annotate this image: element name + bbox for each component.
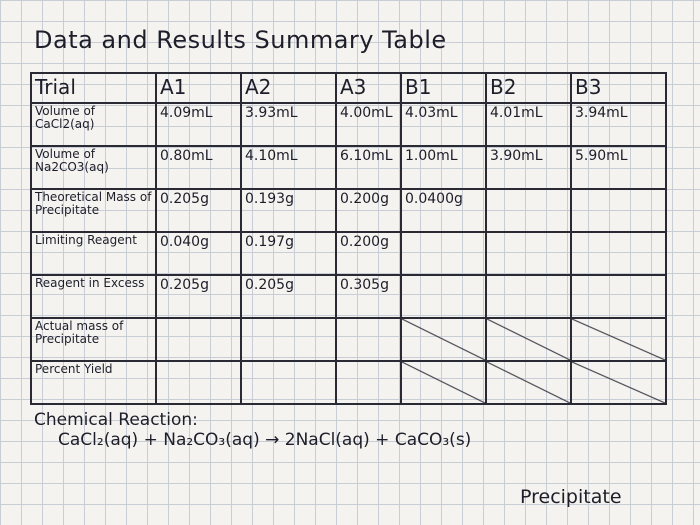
- empty-cell: [485, 360, 572, 405]
- row-label: Volume of CaCl2(aq): [30, 102, 157, 147]
- empty-cell: [570, 317, 667, 362]
- cell: 4.00mL: [335, 102, 402, 147]
- cell: 0.205g: [240, 274, 337, 319]
- header-cell: Trial: [30, 72, 157, 104]
- cell: 4.10mL: [240, 145, 337, 190]
- empty-cell: [155, 360, 242, 405]
- row-label: Volume of Na2CO3(aq): [30, 145, 157, 190]
- cell: 3.94mL: [570, 102, 667, 147]
- cell: 0.205g: [155, 274, 242, 319]
- cell: 0.80mL: [155, 145, 242, 190]
- cell: 0.200g: [335, 231, 402, 276]
- empty-cell: [400, 317, 487, 362]
- empty-cell: [400, 274, 487, 319]
- empty-cell: [485, 317, 572, 362]
- cell: 4.03mL: [400, 102, 487, 147]
- table-body: Volume of CaCl2(aq) 4.09mL 3.93mL 4.00mL 4.0…: [30, 102, 667, 405]
- empty-cell: [400, 231, 487, 276]
- empty-cell: [400, 360, 487, 405]
- precipitate-note: Precipitate: [520, 486, 622, 508]
- header-cell: A1: [155, 72, 242, 104]
- empty-cell: [570, 188, 667, 233]
- header-row: Trial A1 A2 A3 B1 B2 B3: [30, 72, 667, 104]
- table-row: Volume of CaCl2(aq) 4.09mL 3.93mL 4.00mL 4.0…: [30, 102, 667, 147]
- title: Data and Results Summary Table: [34, 26, 447, 54]
- cell: 0.305g: [335, 274, 402, 319]
- cell: 6.10mL: [335, 145, 402, 190]
- table-row: Theoretical Mass of Precipitate 0.205g 0.1…: [30, 188, 667, 233]
- row-label: Limiting Reagent: [30, 231, 157, 276]
- empty-cell: [485, 231, 572, 276]
- results-table: Trial A1 A2 A3 B1 B2 B3 Volume of CaCl2(aq) 4.0…: [30, 72, 667, 405]
- cell: 3.90mL: [485, 145, 572, 190]
- row-label: Actual mass of Precipitate: [30, 317, 157, 362]
- empty-cell: [485, 188, 572, 233]
- cell: 0.200g: [335, 188, 402, 233]
- cell: 0.205g: [155, 188, 242, 233]
- header-cell: B2: [485, 72, 572, 104]
- empty-cell: [155, 317, 242, 362]
- cell: 4.09mL: [155, 102, 242, 147]
- header-cell: B3: [570, 72, 667, 104]
- table-row: Percent Yield: [30, 360, 667, 405]
- row-label: Percent Yield: [30, 360, 157, 405]
- header-cell: B1: [400, 72, 487, 104]
- empty-cell: [570, 274, 667, 319]
- cell: 0.040g: [155, 231, 242, 276]
- cell: 3.93mL: [240, 102, 337, 147]
- empty-cell: [335, 317, 402, 362]
- row-label: Theoretical Mass of Precipitate: [30, 188, 157, 233]
- cell: 5.90mL: [570, 145, 667, 190]
- reaction-equation: CaCl₂(aq) + Na₂CO₃(aq) → 2NaCl(aq) + CaC…: [58, 430, 472, 450]
- reaction-heading: Chemical Reaction:: [34, 410, 198, 430]
- empty-cell: [335, 360, 402, 405]
- cell: 0.0400g: [400, 188, 487, 233]
- empty-cell: [240, 317, 337, 362]
- empty-cell: [240, 360, 337, 405]
- cell: 0.197g: [240, 231, 337, 276]
- table-row: Limiting Reagent 0.040g 0.197g 0.200g: [30, 231, 667, 276]
- cell: 0.193g: [240, 188, 337, 233]
- table-row: Volume of Na2CO3(aq) 0.80mL 4.10mL 6.10mL 1.…: [30, 145, 667, 190]
- header-cell: A3: [335, 72, 402, 104]
- row-label: Reagent in Excess: [30, 274, 157, 319]
- table-row: Actual mass of Precipitate: [30, 317, 667, 362]
- table-row: Reagent in Excess 0.205g 0.205g 0.305g: [30, 274, 667, 319]
- empty-cell: [485, 274, 572, 319]
- empty-cell: [570, 360, 667, 405]
- cell: 1.00mL: [400, 145, 487, 190]
- cell: 4.01mL: [485, 102, 572, 147]
- header-cell: A2: [240, 72, 337, 104]
- empty-cell: [570, 231, 667, 276]
